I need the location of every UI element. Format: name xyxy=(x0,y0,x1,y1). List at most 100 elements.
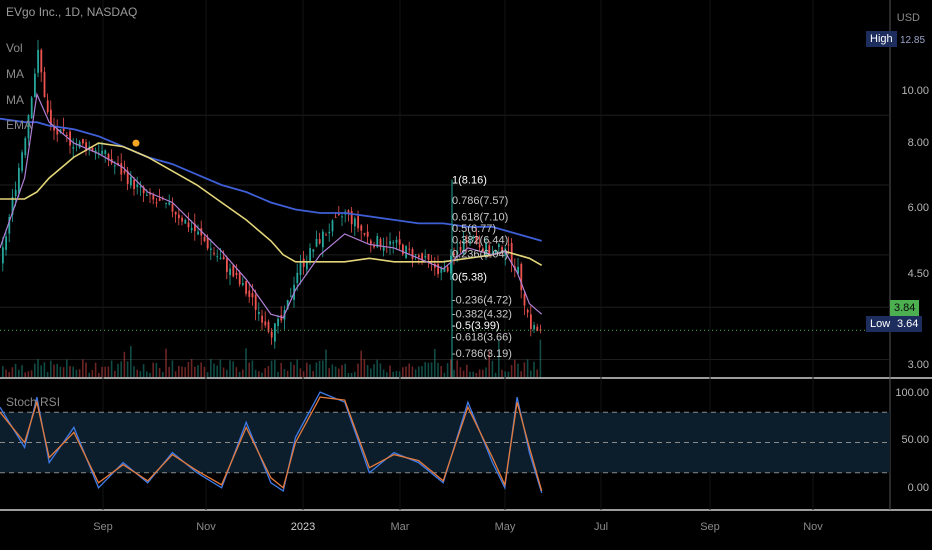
volume-bar xyxy=(536,369,538,377)
volume-bar xyxy=(267,366,270,377)
candle xyxy=(347,210,350,214)
volume-bar xyxy=(398,371,401,377)
volume-bar xyxy=(187,361,190,377)
candle xyxy=(254,294,257,310)
volume-bar xyxy=(296,359,298,377)
price-tick-2: 6.00 xyxy=(907,202,929,214)
price-tick-3: 4.50 xyxy=(907,268,929,280)
candle xyxy=(114,165,116,167)
candle xyxy=(130,176,132,186)
candle xyxy=(530,314,532,329)
candle xyxy=(363,232,366,235)
candle xyxy=(354,218,356,227)
volume-bar xyxy=(146,371,148,377)
candle xyxy=(469,240,471,243)
volume-bar xyxy=(59,366,62,377)
volume-bar xyxy=(363,359,366,377)
candle xyxy=(139,186,142,188)
indicator-ema[interactable]: EMA xyxy=(6,118,33,132)
volume-bar xyxy=(126,361,129,377)
candle xyxy=(171,203,174,212)
volume-bar xyxy=(485,367,487,377)
volume-bar xyxy=(62,367,65,377)
stoch-rsi-d-line xyxy=(0,396,543,492)
volume-bar xyxy=(40,365,42,377)
candle xyxy=(24,138,27,156)
candle xyxy=(235,272,238,276)
volume-bar xyxy=(251,360,254,377)
candle xyxy=(322,231,324,248)
volume-bar xyxy=(27,371,30,377)
volume-bar xyxy=(264,368,266,377)
candle xyxy=(101,150,103,155)
volume-bar xyxy=(50,360,52,377)
candle xyxy=(498,244,500,247)
volume-bar xyxy=(232,361,234,377)
volume-bar xyxy=(338,368,340,377)
volume-bar xyxy=(494,372,497,377)
candle xyxy=(69,131,71,146)
candle xyxy=(88,146,91,148)
stoch-rsi-label[interactable]: Stoch RSI xyxy=(6,395,61,409)
volume-bar xyxy=(203,366,206,377)
volume-bar xyxy=(440,366,442,377)
indicator-ma-1[interactable]: MA xyxy=(6,67,24,81)
indicator-vol[interactable]: Vol xyxy=(6,41,23,55)
rsi-tick-0: 100.00 xyxy=(895,387,929,399)
candle xyxy=(424,255,427,258)
volume-bar xyxy=(370,368,372,377)
candle xyxy=(213,252,215,254)
candle xyxy=(91,147,94,151)
candle xyxy=(286,300,289,310)
candle xyxy=(146,194,148,196)
volume-bar xyxy=(424,362,426,377)
candle xyxy=(414,254,417,256)
volume-bar xyxy=(94,362,97,377)
volume-bar xyxy=(344,363,346,377)
price-tick-1: 8.00 xyxy=(907,137,929,149)
volume-bar xyxy=(139,371,142,377)
volume-bar xyxy=(331,364,334,377)
candle xyxy=(56,128,59,135)
candle xyxy=(53,125,55,131)
volume-bar xyxy=(78,369,81,377)
fib-level-label: 0(5.38) xyxy=(452,271,487,283)
volume-bar xyxy=(181,366,183,377)
candle xyxy=(488,245,491,255)
candle xyxy=(306,261,308,270)
volume-bar xyxy=(238,371,241,377)
volume-bar xyxy=(168,366,170,377)
candle xyxy=(302,258,305,267)
candle xyxy=(11,196,14,215)
candle xyxy=(85,142,87,151)
volume-bar xyxy=(46,371,49,377)
candle xyxy=(245,280,247,294)
fib-level-label: 1(8.16) xyxy=(452,174,487,186)
price-tick-4: 3.00 xyxy=(907,359,929,371)
volume-bar xyxy=(107,366,110,377)
volume-bar xyxy=(206,372,209,377)
volume-bar xyxy=(85,362,87,377)
volume-bar xyxy=(24,372,26,377)
volume-bar xyxy=(82,359,84,377)
candle xyxy=(126,170,129,185)
candle xyxy=(357,216,359,229)
price-tick-0: 10.00 xyxy=(901,85,929,97)
fib-level-label: 0.382(6.44) xyxy=(452,234,508,246)
candle xyxy=(133,179,135,189)
candle xyxy=(219,257,222,259)
volume-bar xyxy=(488,351,490,377)
volume-bar xyxy=(197,365,199,377)
candle xyxy=(187,222,190,228)
volume-bar xyxy=(434,349,436,377)
candle xyxy=(8,217,11,234)
volume-bar xyxy=(290,361,292,377)
candle xyxy=(379,239,382,247)
volume-bar xyxy=(66,359,68,377)
volume-bar xyxy=(152,362,154,377)
indicator-ma-2[interactable]: MA xyxy=(6,93,24,107)
volume-bar xyxy=(350,372,353,377)
volume-bar xyxy=(478,369,481,377)
candle xyxy=(274,323,276,342)
